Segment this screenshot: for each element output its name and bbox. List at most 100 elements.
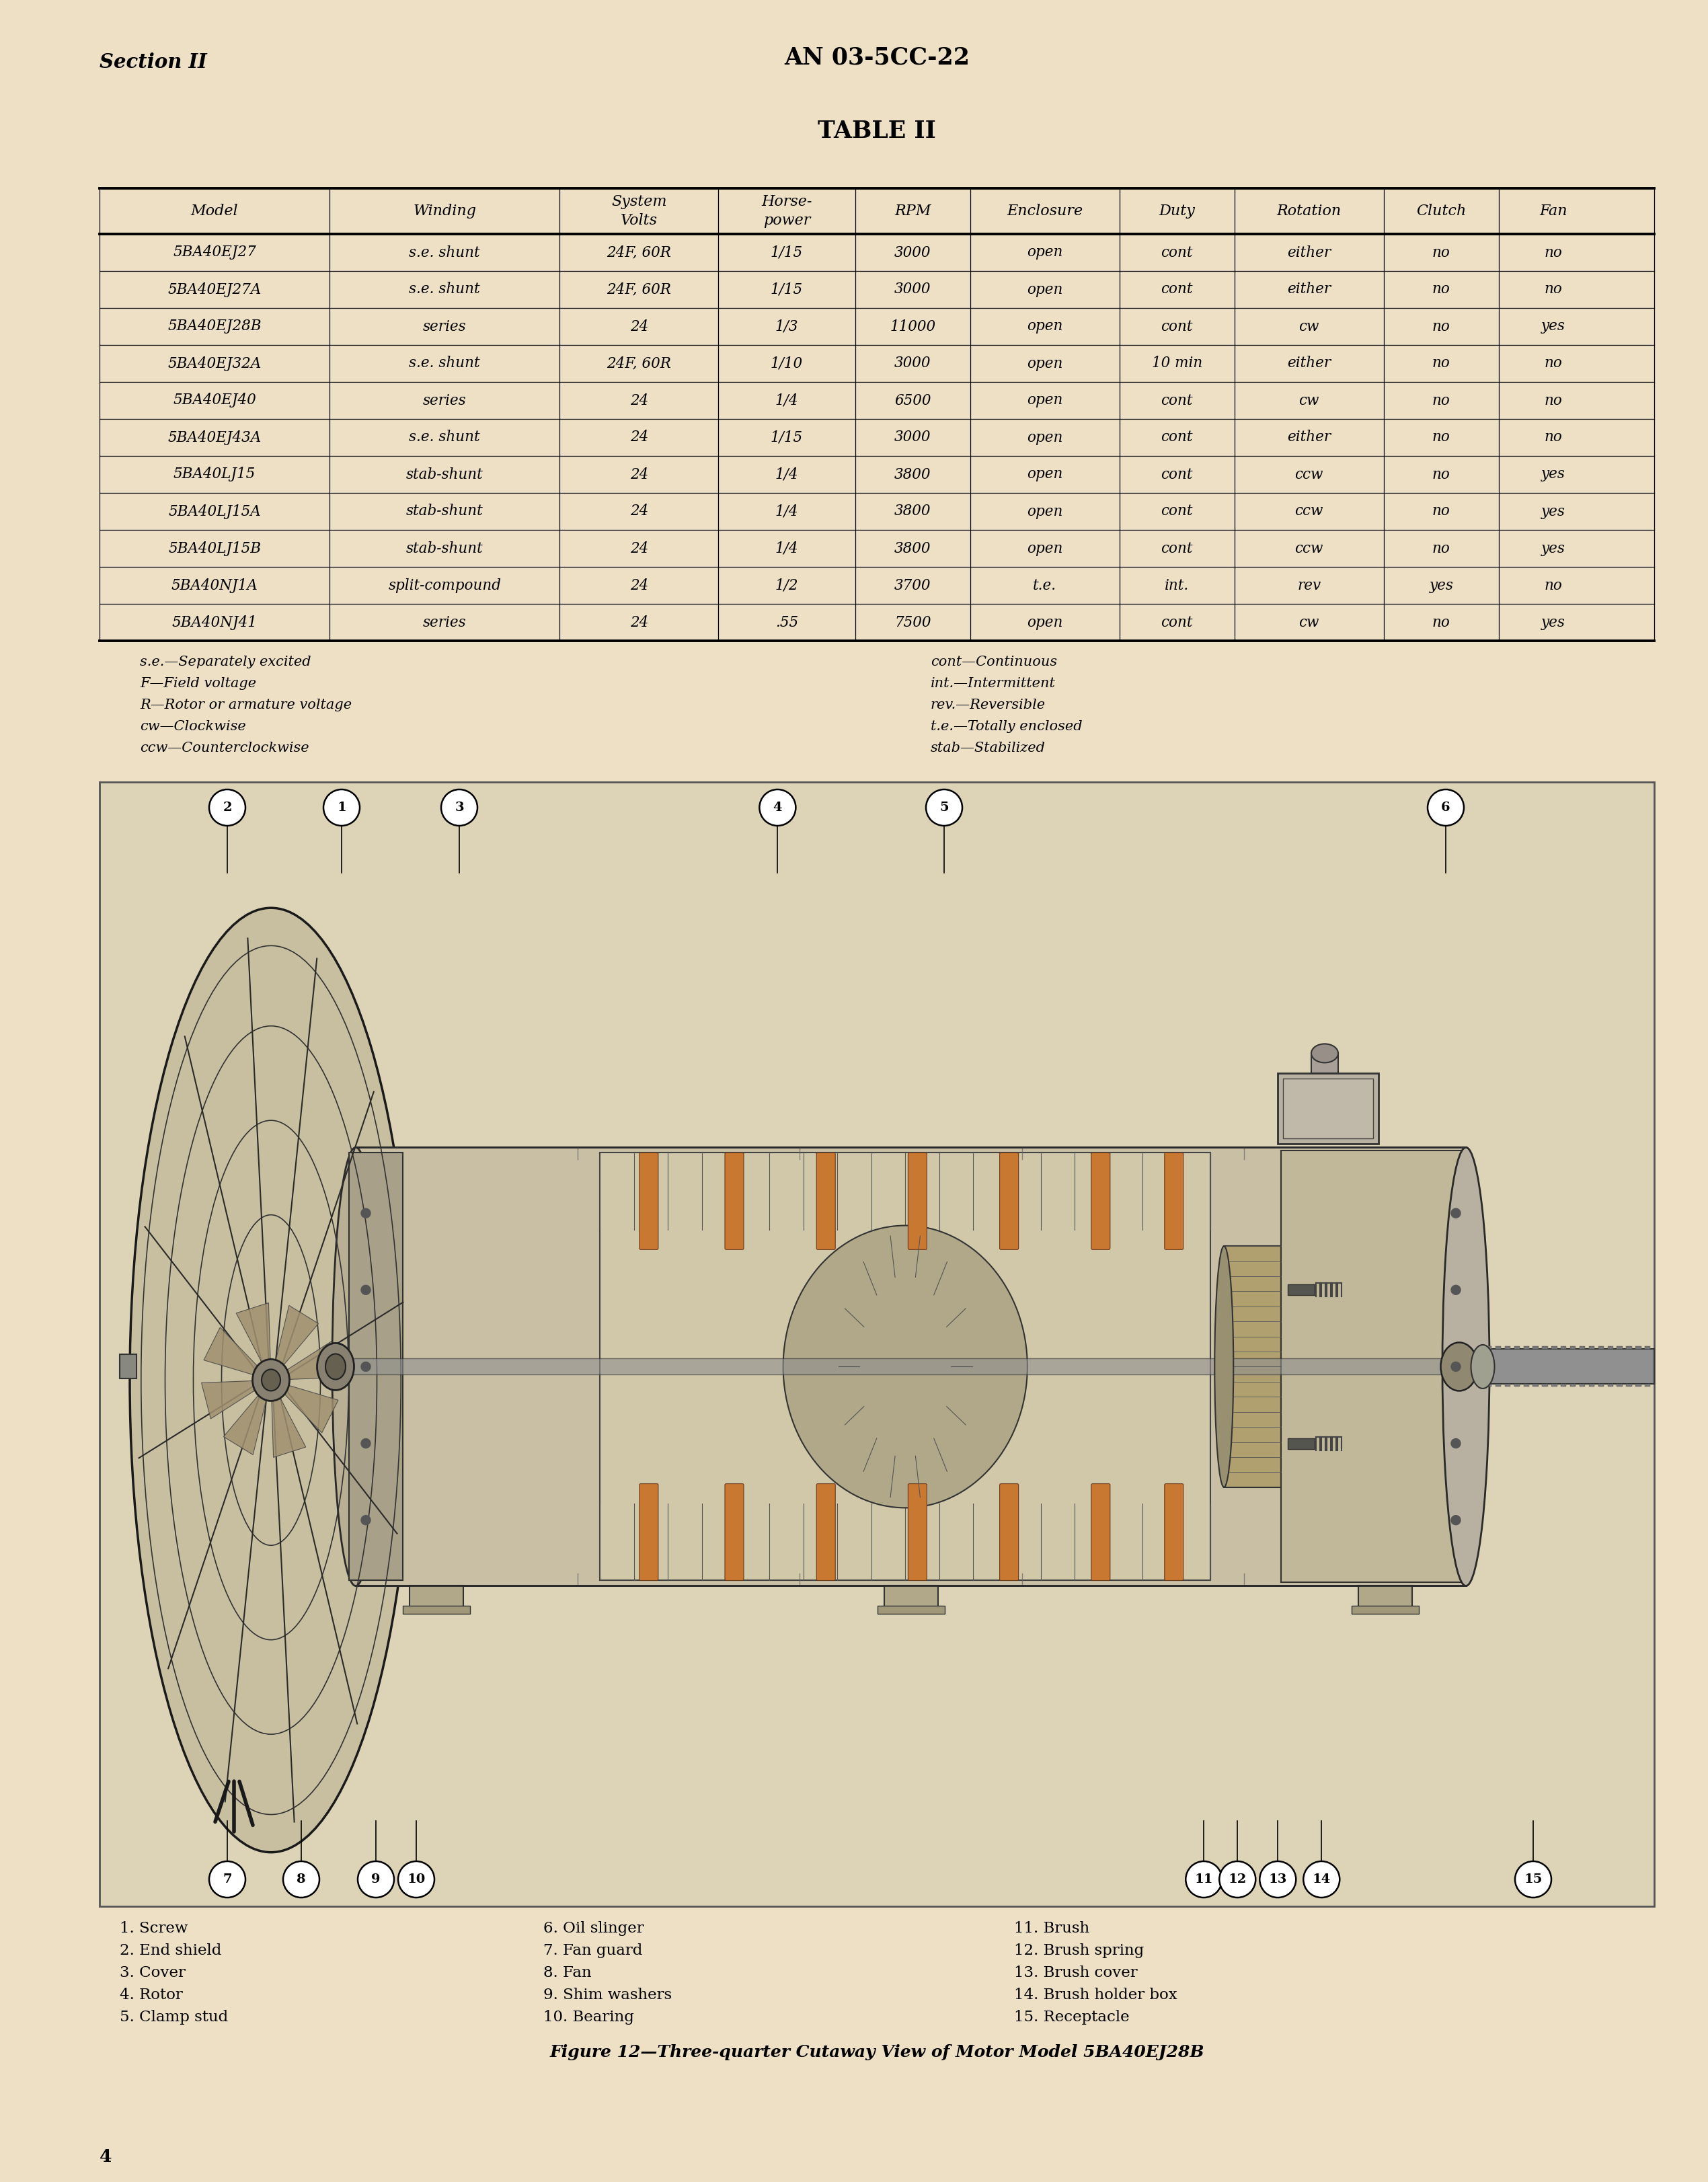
Text: t.e.—Totally enclosed: t.e.—Totally enclosed — [931, 720, 1083, 733]
Text: RPM: RPM — [895, 203, 931, 218]
Bar — [1524, 1346, 1529, 1348]
Text: 5BA40EJ28B: 5BA40EJ28B — [167, 319, 261, 334]
Text: open: open — [1027, 467, 1062, 482]
FancyBboxPatch shape — [1165, 1152, 1184, 1250]
FancyBboxPatch shape — [724, 1484, 743, 1580]
Bar — [1645, 1346, 1650, 1348]
Text: TABLE II: TABLE II — [818, 120, 936, 142]
Bar — [1288, 1438, 1315, 1449]
Text: no: no — [1544, 430, 1563, 445]
Bar — [1561, 1346, 1566, 1348]
Polygon shape — [203, 1327, 258, 1375]
Text: 7: 7 — [222, 1874, 232, 1885]
Text: R—Rotor or armature voltage: R—Rotor or armature voltage — [140, 698, 352, 711]
Text: yes: yes — [1430, 578, 1454, 594]
Text: 1: 1 — [336, 801, 347, 814]
Circle shape — [1515, 1861, 1551, 1898]
Bar — [600, 1152, 1211, 1580]
Text: cw: cw — [1298, 615, 1319, 631]
Circle shape — [360, 1438, 371, 1449]
Bar — [99, 781, 1655, 1907]
Text: 24: 24 — [630, 504, 647, 519]
Text: 1. Screw: 1. Screw — [120, 1920, 188, 1935]
Text: 12: 12 — [1228, 1874, 1247, 1885]
Bar — [1532, 1346, 1539, 1348]
Text: either: either — [1288, 430, 1331, 445]
Bar — [1513, 1346, 1520, 1348]
FancyBboxPatch shape — [724, 1152, 743, 1250]
Text: Enclosure: Enclosure — [1006, 203, 1083, 218]
Text: cont: cont — [1161, 541, 1192, 556]
Bar — [1496, 1383, 1501, 1388]
Circle shape — [360, 1285, 371, 1294]
Text: no: no — [1433, 319, 1450, 334]
Text: 3800: 3800 — [895, 504, 931, 519]
Text: 4: 4 — [774, 801, 782, 814]
FancyBboxPatch shape — [909, 1152, 927, 1250]
Polygon shape — [275, 1305, 318, 1366]
Text: series: series — [424, 393, 466, 408]
Text: 24F, 60R: 24F, 60R — [606, 356, 671, 371]
Ellipse shape — [261, 1370, 280, 1390]
Text: cont: cont — [1161, 281, 1192, 297]
Text: no: no — [1544, 281, 1563, 297]
Circle shape — [1303, 1861, 1339, 1898]
Bar — [1607, 1383, 1612, 1388]
Ellipse shape — [1442, 1342, 1477, 1390]
Text: 1/15: 1/15 — [770, 244, 803, 260]
Text: 5BA40NJ1A: 5BA40NJ1A — [171, 578, 258, 594]
Text: open: open — [1027, 393, 1062, 408]
Bar — [1617, 1346, 1623, 1348]
Text: stab-shunt: stab-shunt — [407, 541, 483, 556]
Bar — [1283, 1078, 1373, 1139]
Bar — [1551, 1383, 1558, 1388]
Text: 14. Brush holder box: 14. Brush holder box — [1015, 1988, 1177, 2003]
FancyBboxPatch shape — [909, 1484, 927, 1580]
Text: 5BA40LJ15: 5BA40LJ15 — [174, 467, 256, 482]
Text: 5BA40EJ40: 5BA40EJ40 — [173, 393, 256, 408]
Text: Figure 12—Three-quarter Cutaway View of Motor Model 5BA40EJ28B: Figure 12—Three-quarter Cutaway View of … — [550, 2045, 1204, 2060]
Ellipse shape — [331, 1148, 379, 1586]
Text: Clutch: Clutch — [1416, 203, 1465, 218]
Bar — [1486, 1346, 1491, 1348]
Text: no: no — [1544, 578, 1563, 594]
Ellipse shape — [326, 1353, 345, 1379]
FancyBboxPatch shape — [816, 1484, 835, 1580]
Text: Rotation: Rotation — [1276, 203, 1341, 218]
Bar — [878, 1606, 945, 1615]
Text: yes: yes — [1541, 615, 1565, 631]
Bar — [885, 1586, 938, 1610]
Text: no: no — [1544, 356, 1563, 371]
Text: 24: 24 — [630, 393, 647, 408]
Bar — [1278, 1074, 1378, 1143]
Polygon shape — [284, 1386, 338, 1434]
Text: cont: cont — [1161, 393, 1192, 408]
Ellipse shape — [1312, 1043, 1337, 1063]
FancyBboxPatch shape — [816, 1152, 835, 1250]
Text: no: no — [1433, 244, 1450, 260]
Text: 5. Clamp stud: 5. Clamp stud — [120, 2010, 229, 2025]
Text: 5BA40EJ32A: 5BA40EJ32A — [167, 356, 261, 371]
FancyBboxPatch shape — [1165, 1484, 1184, 1580]
Text: 1/4: 1/4 — [775, 393, 798, 408]
Text: no: no — [1433, 393, 1450, 408]
Text: cw: cw — [1298, 393, 1319, 408]
Circle shape — [208, 1861, 246, 1898]
Text: rev: rev — [1298, 578, 1320, 594]
Circle shape — [1185, 1861, 1221, 1898]
Bar — [1288, 1285, 1315, 1296]
Bar — [1496, 1346, 1501, 1348]
Text: 1/2: 1/2 — [775, 578, 798, 594]
Text: cw: cw — [1298, 319, 1319, 334]
Text: cont—Continuous: cont—Continuous — [931, 655, 1057, 668]
Text: 1/15: 1/15 — [770, 281, 803, 297]
Bar — [1351, 1606, 1419, 1615]
Text: System
Volts: System Volts — [611, 194, 666, 227]
Text: 3000: 3000 — [895, 281, 931, 297]
Text: no: no — [1433, 504, 1450, 519]
Bar — [1588, 1346, 1595, 1348]
Ellipse shape — [318, 1344, 354, 1390]
Circle shape — [1452, 1516, 1460, 1525]
Text: either: either — [1288, 244, 1331, 260]
Text: yes: yes — [1541, 504, 1565, 519]
